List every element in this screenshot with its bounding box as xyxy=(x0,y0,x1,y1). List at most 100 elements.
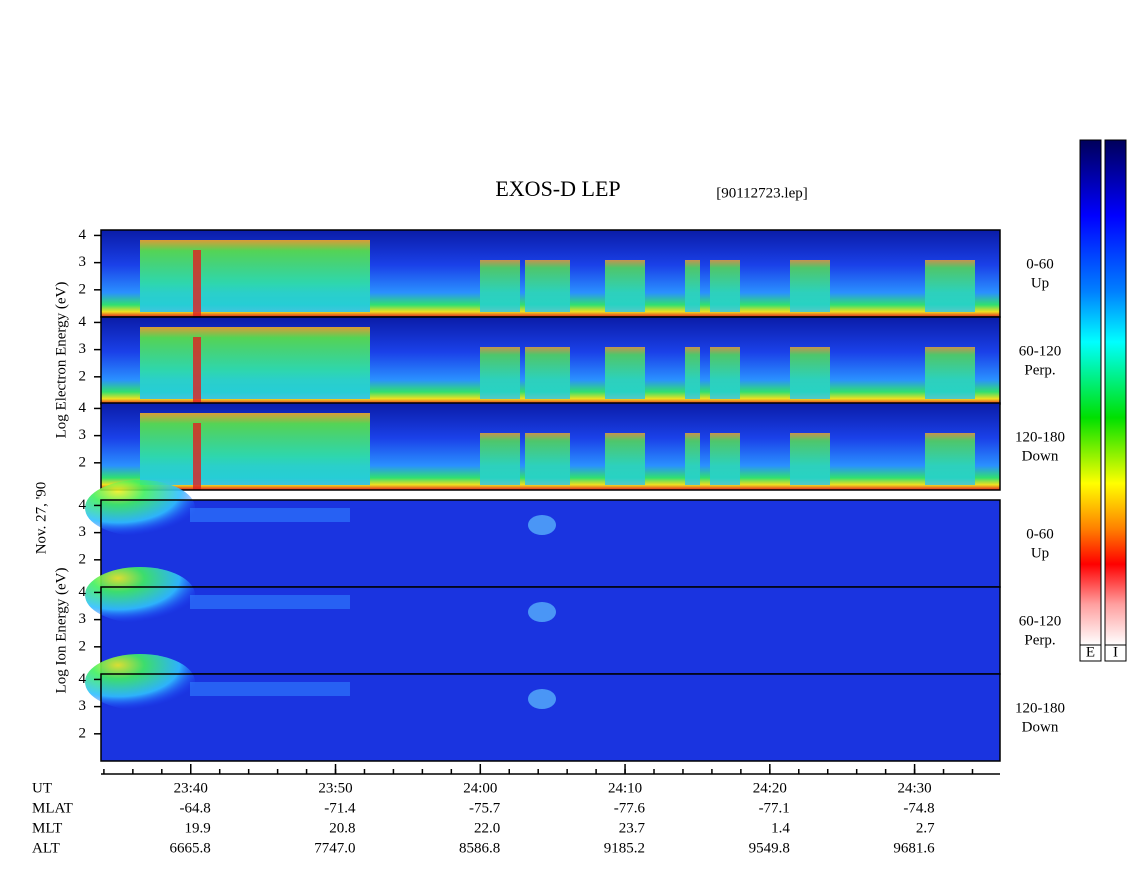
spectrogram-band xyxy=(140,413,370,485)
date-label: Nov. 27, '90 xyxy=(33,482,49,555)
ephemeris-value: -77.1 xyxy=(759,800,790,816)
x-tick-label: 24:10 xyxy=(608,780,642,796)
spectrogram-band xyxy=(528,602,556,622)
spectrogram-band xyxy=(925,260,975,312)
panel-range: 120-180 xyxy=(1015,429,1065,445)
spectrogram-band xyxy=(525,433,570,485)
spectrogram-band xyxy=(685,260,700,312)
colorbar-label-box xyxy=(1079,644,1102,662)
spectrogram-band xyxy=(528,689,556,709)
spectrogram-band xyxy=(710,347,740,399)
spectrogram-band xyxy=(193,250,201,317)
spectrogram-band xyxy=(193,337,201,404)
colorbar-label: I xyxy=(1113,644,1118,660)
y-tick-label: 2 xyxy=(79,638,87,654)
x-tick-label: 23:40 xyxy=(174,780,208,796)
panel-direction: Down xyxy=(1022,719,1059,735)
spectrogram-band xyxy=(525,260,570,312)
spectrogram-band xyxy=(710,433,740,485)
x-tick-label: 24:00 xyxy=(463,780,497,796)
panel-direction: Down xyxy=(1022,448,1059,464)
y-tick-label: 4 xyxy=(79,314,87,330)
y-tick-label: 2 xyxy=(79,281,87,297)
colorbar-label-box xyxy=(1104,644,1127,662)
x-tick-label: 23:50 xyxy=(318,780,352,796)
spectrogram-band xyxy=(710,260,740,312)
spectrogram-band xyxy=(525,347,570,399)
spectrogram-band xyxy=(85,480,195,536)
ephemeris-value: 9681.6 xyxy=(893,840,935,856)
spectrogram-band xyxy=(140,327,370,399)
colorbar xyxy=(1104,139,1127,646)
spectrogram-band xyxy=(140,240,370,312)
spectrogram-band xyxy=(685,433,700,485)
y-tick-label: 4 xyxy=(79,497,87,513)
spectrogram-band xyxy=(190,508,350,522)
ephemeris-value: 23.7 xyxy=(619,820,646,836)
spectrogram-band xyxy=(605,260,645,312)
spectrogram-band xyxy=(190,595,350,609)
y-tick-label: 3 xyxy=(79,698,87,714)
ephemeris-value: 9549.8 xyxy=(749,840,790,856)
y-tick-label: 4 xyxy=(79,400,87,416)
ephemeris-value: 20.8 xyxy=(329,820,355,836)
colorbar xyxy=(1079,139,1102,646)
spectrogram-band xyxy=(605,433,645,485)
x-tick-label: 24:30 xyxy=(898,780,932,796)
spectrogram-band xyxy=(85,654,195,710)
ephemeris-value: 6665.8 xyxy=(170,840,211,856)
panel-frame xyxy=(100,673,1001,762)
panel-direction: Up xyxy=(1031,545,1049,561)
y-tick-label: 2 xyxy=(79,454,87,470)
ephemeris-value: -77.6 xyxy=(614,800,646,816)
spectrogram-band xyxy=(480,347,520,399)
x-tick-label: 24:20 xyxy=(753,780,787,796)
ephemeris-value: -71.4 xyxy=(324,800,356,816)
spectrogram-band xyxy=(790,433,830,485)
spectrogram-band xyxy=(605,347,645,399)
ephemeris-value: -75.7 xyxy=(469,800,501,816)
y-tick-label: 4 xyxy=(79,671,87,687)
ephemeris-value: -64.8 xyxy=(180,800,211,816)
ephemeris-value: 19.9 xyxy=(185,820,211,836)
panel-range: 60-120 xyxy=(1019,343,1062,359)
y-tick-label: 3 xyxy=(79,341,87,357)
y-tick-label: 3 xyxy=(79,254,87,270)
spectrogram-band xyxy=(480,260,520,312)
y-tick-label: 4 xyxy=(79,227,87,243)
y-tick-label: 2 xyxy=(79,551,87,567)
spectrogram-band xyxy=(685,347,700,399)
panel-direction: Perp. xyxy=(1024,632,1055,648)
spectrogram-band xyxy=(193,423,201,490)
spectrogram-band xyxy=(925,347,975,399)
spectrogram-band xyxy=(790,260,830,312)
y-axis-label: Log Ion Energy (eV) xyxy=(53,568,69,694)
y-tick-label: 2 xyxy=(79,725,87,741)
panel-range: 120-180 xyxy=(1015,700,1065,716)
y-tick-label: 3 xyxy=(79,611,87,627)
file-label: [90112723.lep] xyxy=(716,185,808,201)
panel-range: 0-60 xyxy=(1026,526,1054,542)
spectrogram-band xyxy=(925,433,975,485)
spectrogram-band xyxy=(480,433,520,485)
panel-range: 60-120 xyxy=(1019,613,1062,629)
y-tick-label: 3 xyxy=(79,427,87,443)
y-tick-label: 4 xyxy=(79,584,87,600)
spectrogram-band xyxy=(85,567,195,623)
panel-range: 0-60 xyxy=(1026,256,1054,272)
spectrogram-band xyxy=(190,682,350,696)
spectrogram-band xyxy=(528,515,556,535)
ephemeris-label: MLAT xyxy=(32,800,73,816)
ephemeris-value: 7747.0 xyxy=(314,840,355,856)
panel-direction: Up xyxy=(1031,275,1049,291)
ephemeris-value: 8586.8 xyxy=(459,840,500,856)
panel-frame xyxy=(100,402,1001,491)
y-axis-label: Log Electron Energy (eV) xyxy=(53,282,69,439)
ut-label: UT xyxy=(32,780,52,796)
y-tick-label: 3 xyxy=(79,524,87,540)
ephemeris-value: 22.0 xyxy=(474,820,500,836)
ephemeris-value: 1.4 xyxy=(771,820,790,836)
ephemeris-value: 2.7 xyxy=(916,820,935,836)
ephemeris-label: ALT xyxy=(32,840,60,856)
